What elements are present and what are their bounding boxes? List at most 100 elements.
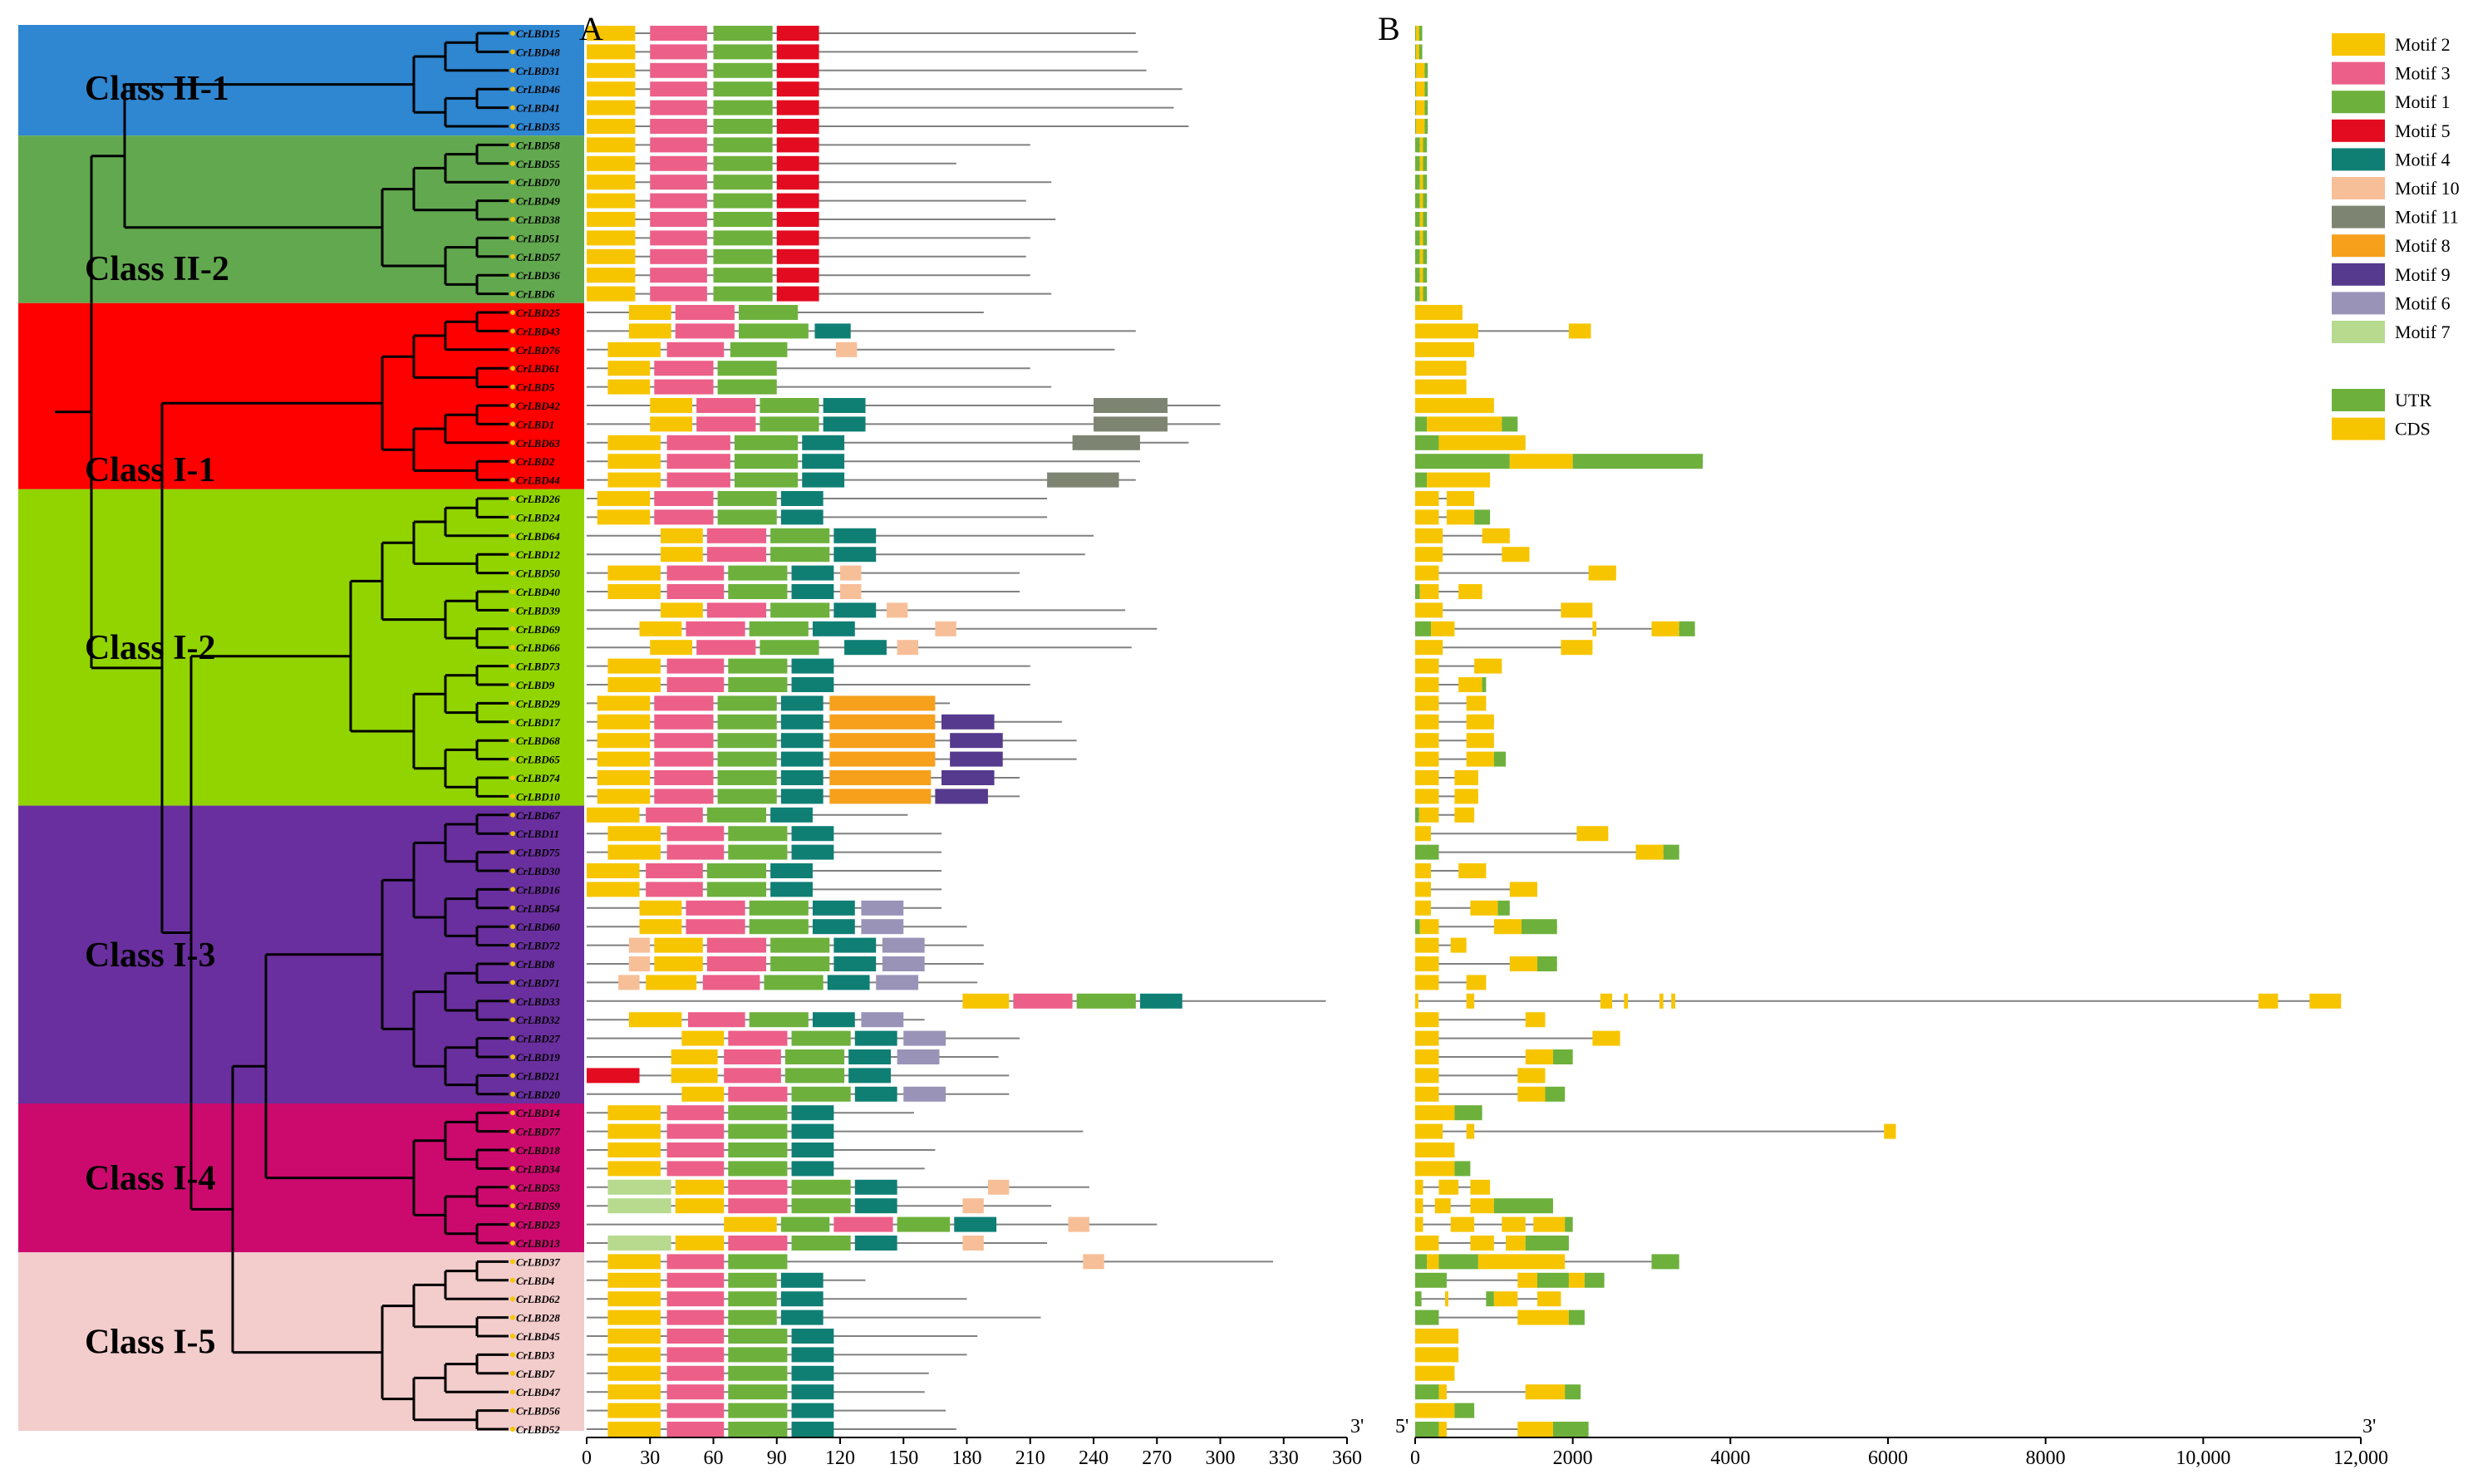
motif-box	[950, 733, 1003, 749]
motif-box	[713, 286, 773, 302]
motif-box	[706, 882, 767, 897]
motif-box	[713, 81, 773, 97]
motif-box	[728, 1365, 788, 1381]
cds-box	[1415, 1068, 1439, 1084]
leaf-dot	[510, 496, 515, 501]
motif-box	[597, 789, 651, 804]
motif-box	[666, 1403, 725, 1418]
motif-box	[587, 137, 636, 153]
motif-box	[812, 900, 855, 916]
motif-box	[587, 286, 636, 302]
motif-box	[776, 62, 819, 78]
cds-box	[1415, 491, 1439, 506]
leaf-dot	[510, 1277, 515, 1283]
motif-box	[833, 937, 877, 953]
motif-box	[791, 565, 834, 581]
legend-swatch	[2332, 292, 2385, 315]
motif-box	[728, 1086, 788, 1102]
motif-box	[780, 1291, 824, 1307]
leaf-dot	[510, 179, 515, 185]
class-label: Class I-5	[85, 1324, 216, 1362]
motif-box	[717, 733, 777, 749]
motif-box	[776, 174, 819, 190]
motif-box	[780, 751, 824, 767]
cds-box	[1415, 26, 1419, 41]
legend-swatch	[2332, 389, 2385, 411]
panel-a-label: A	[579, 10, 603, 47]
leaf-dot	[510, 514, 515, 520]
motif-box	[942, 770, 995, 785]
motif-box	[791, 1422, 834, 1437]
legend-swatch	[2332, 61, 2385, 85]
axis-a-tick-label: 90	[767, 1447, 787, 1469]
utr-box	[1415, 1310, 1439, 1325]
motif-box	[666, 1310, 725, 1325]
cds-box	[2258, 993, 2279, 1009]
leaf-dot	[510, 1314, 515, 1320]
motif-box	[760, 398, 819, 413]
utr-box	[1679, 621, 1695, 636]
motif-box	[628, 956, 651, 971]
motif-box	[728, 584, 788, 599]
motif-box	[675, 323, 735, 339]
gene-label: CrLBD28	[516, 1312, 560, 1324]
motif-box	[713, 174, 773, 190]
cds-box	[1415, 1198, 1423, 1214]
motif-box	[671, 1068, 718, 1084]
motif-box	[666, 1329, 725, 1344]
motif-box	[812, 1012, 855, 1028]
cds-box	[1415, 751, 1439, 767]
legend-swatch	[2332, 417, 2385, 440]
gene-label: CrLBD4	[516, 1275, 555, 1287]
motif-box	[607, 1384, 661, 1400]
motif-box	[654, 695, 714, 711]
cds-box	[1415, 1216, 1423, 1232]
motif-box	[597, 695, 651, 711]
cds-box	[1509, 956, 1537, 971]
leaf-dot	[510, 1296, 515, 1302]
motif-box	[597, 733, 651, 749]
motif-box	[728, 1403, 788, 1418]
gene-label: CrLBD21	[516, 1069, 560, 1082]
motif-box	[607, 1310, 661, 1325]
motif-box	[607, 1365, 661, 1381]
cds-box	[1415, 379, 1467, 395]
motif-box	[706, 528, 767, 543]
axis-a-end-label: 3'	[1350, 1416, 1364, 1437]
motif-box	[749, 1012, 809, 1028]
motif-box	[814, 323, 851, 339]
utr-box	[1454, 1161, 1471, 1177]
motif-box	[607, 658, 661, 674]
motif-box	[903, 1030, 946, 1046]
cds-box	[1419, 230, 1423, 246]
motif-box	[770, 602, 830, 618]
leaf-dot	[510, 1091, 515, 1097]
cds-box	[1415, 361, 1467, 376]
motif-box	[791, 1236, 851, 1251]
gene-label: CrLBD23	[516, 1219, 560, 1231]
motif-box	[666, 472, 730, 488]
utr-box	[1502, 416, 1518, 432]
motif-box	[587, 248, 636, 264]
motif-box	[791, 1198, 851, 1214]
motif-box	[666, 1161, 725, 1177]
gene-label: CrLBD45	[516, 1330, 560, 1343]
gene-label: CrLBD11	[516, 828, 559, 840]
motif-box	[597, 751, 651, 767]
legend-label: Motif 9	[2395, 264, 2451, 285]
gene-label: CrLBD64	[516, 530, 560, 543]
gene-label: CrLBD16	[516, 883, 560, 896]
cds-box	[1525, 1012, 1546, 1028]
motif-box	[696, 640, 756, 656]
axis-a-tick-label: 210	[1015, 1447, 1045, 1469]
motif-box	[840, 565, 862, 581]
legend-swatch	[2332, 263, 2385, 286]
gene-label: CrLBD72	[516, 940, 560, 952]
cds-box	[1415, 1403, 1455, 1418]
motif-box	[776, 119, 819, 134]
motif-box	[597, 491, 651, 506]
leaf-dot	[510, 1017, 515, 1023]
axis-a-tick-label: 30	[640, 1447, 660, 1469]
gene-label: CrLBD54	[516, 902, 560, 915]
motif-box	[776, 137, 819, 153]
